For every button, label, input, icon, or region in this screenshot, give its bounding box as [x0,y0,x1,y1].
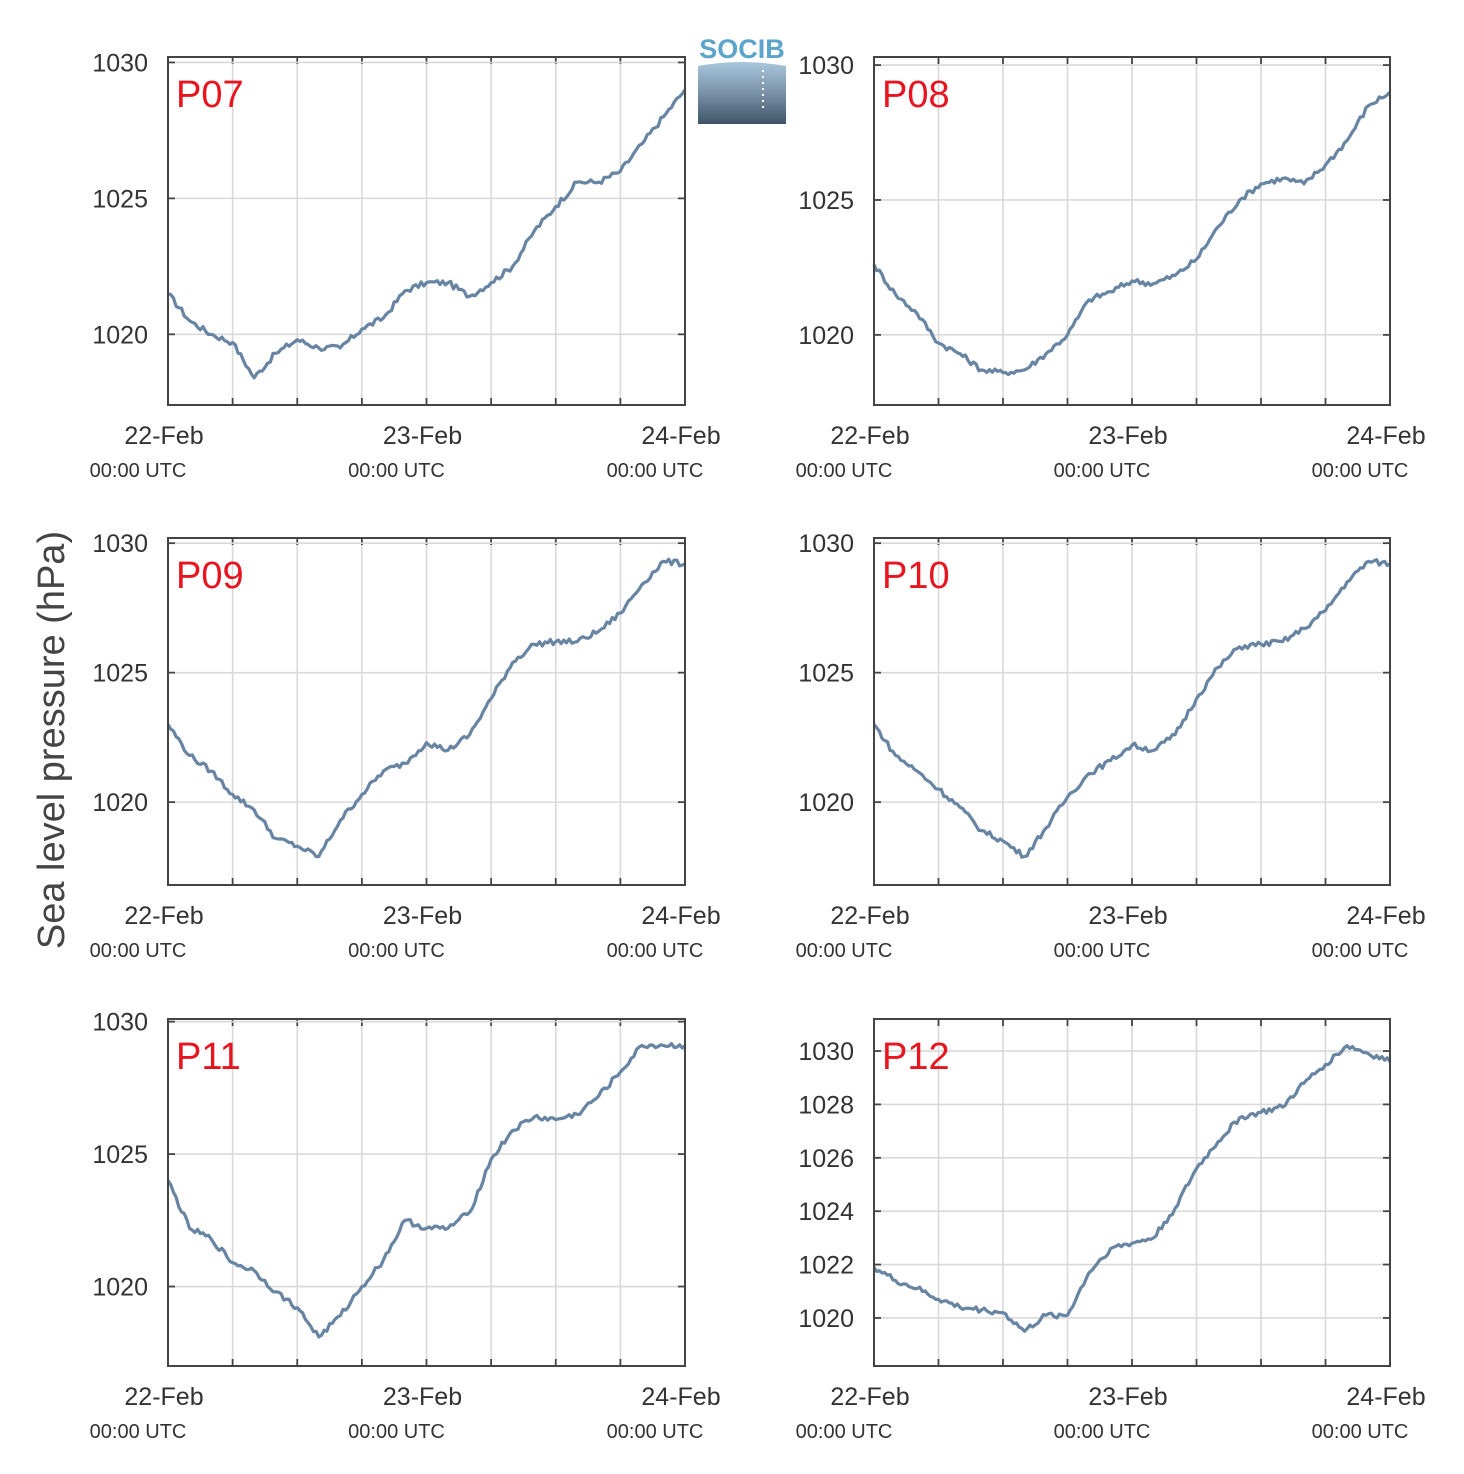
y-tick-label: 1025 [798,660,854,688]
x-tick-label-date: 24-Feb [641,1383,720,1411]
y-tick-label: 1020 [92,789,148,817]
x-tick-label-time: 00:00 UTC [1312,940,1409,962]
plot-frame [873,537,1391,886]
x-tick-label-time: 00:00 UTC [90,940,187,962]
series-line [872,1044,1392,1333]
x-tick-label-date: 23-Feb [1088,1383,1167,1411]
x-tick-label-time: 00:00 UTC [90,460,187,482]
series-line [872,90,1392,377]
chart-panel-p12: 1020 1022 1024 1026 1028 1030 P12 22-Feb 00:00 U… [796,1018,1426,1443]
x-tick-label-date: 22-Feb [830,422,909,450]
x-tick-label-date: 24-Feb [1346,902,1425,930]
y-tick-label: 1026 [798,1145,854,1173]
x-tick-label-date: 22-Feb [830,1383,909,1411]
y-tick-label: 1020 [92,321,148,349]
x-tick-label-time: 00:00 UTC [796,1421,893,1443]
y-tick-label: 1030 [798,1038,854,1066]
x-tick-label-date: 23-Feb [1088,422,1167,450]
panel-title: P12 [882,1036,950,1078]
x-tick-label-time: 00:00 UTC [348,460,445,482]
x-tick-label-date: 22-Feb [124,422,203,450]
y-tick-label: 1025 [798,187,854,215]
y-tick-label: 1030 [92,530,148,558]
x-tick-label-time: 00:00 UTC [1312,1421,1409,1443]
panel-title: P07 [176,74,244,116]
x-tick-label-date: 24-Feb [1346,422,1425,450]
y-tick-label: 1028 [798,1091,854,1119]
y-tick-label: 1030 [92,1009,148,1037]
y-tick-label: 1020 [798,322,854,350]
y-tick-label: 1025 [92,1141,148,1169]
x-tick-label-date: 22-Feb [124,902,203,930]
y-tick-label: 1020 [798,789,854,817]
x-tick-label-date: 23-Feb [1088,902,1167,930]
chart-panel-p08: 1020 1025 1030 P08 22-Feb 00:00 UTC 23-Feb 00:0… [796,52,1426,482]
x-tick-label-date: 23-Feb [383,902,462,930]
plot-frame [873,56,1391,406]
y-tick-label: 1022 [798,1252,854,1280]
series-line [166,1042,687,1339]
x-tick-label-time: 00:00 UTC [796,460,893,482]
plot-frame [167,56,686,406]
panel-title: P08 [882,74,950,116]
x-tick-label-time: 00:00 UTC [348,1421,445,1443]
y-tick-label: 1020 [92,1274,148,1302]
x-tick-label-date: 23-Feb [383,422,462,450]
series-line [872,558,1391,859]
y-tick-label: 1020 [798,1305,854,1333]
x-tick-label-time: 00:00 UTC [1054,940,1151,962]
x-tick-label-date: 24-Feb [1346,1383,1425,1411]
chart-panel-p09: 1020 1025 1030 P09 22-Feb 00:00 UTC 23-Feb 00:0… [90,530,721,962]
plot-frame [873,1018,1391,1367]
series-line [166,557,686,859]
y-tick-label: 1030 [798,530,854,558]
plot-frame [167,537,686,886]
chart-panel-p11: 1020 1025 1030 P11 22-Feb 00:00 UTC 23-Feb 00:0… [90,1009,721,1443]
x-tick-label-time: 00:00 UTC [1054,1421,1151,1443]
x-tick-label-time: 00:00 UTC [1312,460,1409,482]
plot-frame [167,1018,686,1367]
y-axis-label: Sea level pressure (hPa) [31,531,73,949]
y-tick-label: 1030 [92,49,148,77]
y-tick-label: 1030 [798,52,854,80]
x-tick-label-time: 00:00 UTC [90,1421,187,1443]
y-tick-label: 1025 [92,185,148,213]
x-tick-label-time: 00:00 UTC [607,940,704,962]
x-tick-label-time: 00:00 UTC [607,460,704,482]
socib-logo: SOCIB [698,34,786,124]
panel-title: P11 [176,1036,241,1078]
x-tick-label-date: 22-Feb [124,1383,203,1411]
chart-panel-p10: 1020 1025 1030 P10 22-Feb 00:00 UTC 23-Feb 00:0… [796,530,1426,962]
socib-logo-text: SOCIB [699,34,785,64]
x-tick-label-date: 23-Feb [383,1383,462,1411]
x-tick-label-time: 00:00 UTC [607,1421,704,1443]
x-tick-label-date: 22-Feb [830,902,909,930]
x-tick-label-time: 00:00 UTC [796,940,893,962]
y-tick-label: 1024 [798,1198,854,1226]
chart-panel-p07: 1020 1025 1030 P07 22-Feb 00:00 UTC 23-Feb 00:0… [90,49,721,482]
panel-title: P09 [176,555,244,597]
x-tick-label-date: 24-Feb [641,902,720,930]
socib-logo-mark [698,62,786,124]
y-tick-label: 1025 [92,660,148,688]
series-line [167,88,687,380]
x-tick-label-date: 24-Feb [641,422,720,450]
panel-title: P10 [882,555,950,597]
x-tick-label-time: 00:00 UTC [1054,460,1151,482]
x-tick-label-time: 00:00 UTC [348,940,445,962]
